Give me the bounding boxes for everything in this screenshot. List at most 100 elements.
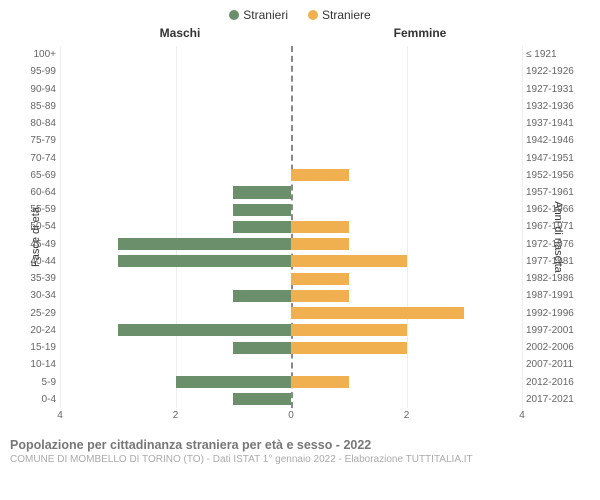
birth-year-label: 1932-1936 [526, 101, 584, 112]
legend: Stranieri Straniere [0, 0, 600, 26]
birth-year-label: 1927-1931 [526, 84, 584, 95]
birth-year-label: 1992-1996 [526, 308, 584, 319]
age-row: 20-241997-2001 [60, 322, 522, 339]
age-label: 75-79 [22, 135, 56, 146]
column-headers: Maschi Femmine [0, 26, 600, 40]
age-row: 0-42017-2021 [60, 391, 522, 408]
birth-year-label: 1922-1926 [526, 66, 584, 77]
birth-year-label: 1997-2001 [526, 325, 584, 336]
bar-female [291, 307, 464, 319]
birth-year-label: 1937-1941 [526, 118, 584, 129]
bar-male [233, 393, 291, 405]
bar-male [233, 186, 291, 198]
legend-item-male: Stranieri [229, 8, 288, 22]
age-label: 35-39 [22, 273, 56, 284]
age-row: 40-441977-1981 [60, 253, 522, 270]
chart-subtitle: COMUNE DI MOMBELLO DI TORINO (TO) - Dati… [10, 454, 590, 465]
age-row: 10-142007-2011 [60, 356, 522, 373]
x-tick: 4 [57, 410, 63, 421]
age-label: 45-49 [22, 239, 56, 250]
bar-female [291, 324, 407, 336]
bar-female [291, 238, 349, 250]
age-label: 25-29 [22, 308, 56, 319]
age-row: 90-941927-1931 [60, 80, 522, 97]
age-row: 95-991922-1926 [60, 63, 522, 80]
age-row: 100+≤ 1921 [60, 46, 522, 63]
bar-female [291, 221, 349, 233]
age-label: 30-34 [22, 290, 56, 301]
bar-female [291, 376, 349, 388]
age-label: 80-84 [22, 118, 56, 129]
bar-male [233, 290, 291, 302]
gridline [522, 46, 523, 408]
footer: Popolazione per cittadinanza straniera p… [0, 432, 600, 465]
x-tick: 2 [173, 410, 179, 421]
legend-label-female: Straniere [322, 8, 371, 22]
age-row: 45-491972-1976 [60, 236, 522, 253]
age-row: 60-641957-1961 [60, 184, 522, 201]
age-label: 100+ [22, 49, 56, 60]
age-label: 85-89 [22, 101, 56, 112]
age-row: 75-791942-1946 [60, 132, 522, 149]
bar-male [118, 255, 291, 267]
age-label: 5-9 [22, 377, 56, 388]
birth-year-label: 1987-1991 [526, 290, 584, 301]
age-label: 10-14 [22, 359, 56, 370]
legend-swatch-male [229, 10, 239, 20]
age-label: 50-54 [22, 221, 56, 232]
age-row: 25-291992-1996 [60, 305, 522, 322]
bar-female [291, 169, 349, 181]
age-row: 5-92012-2016 [60, 374, 522, 391]
age-row: 35-391982-1986 [60, 270, 522, 287]
age-row: 50-541967-1971 [60, 218, 522, 235]
birth-year-label: 2017-2021 [526, 394, 584, 405]
birth-year-label: 1952-1956 [526, 170, 584, 181]
bar-male [118, 238, 291, 250]
chart-rows: 100+≤ 192195-991922-192690-941927-193185… [60, 46, 522, 408]
bar-female [291, 290, 349, 302]
birth-year-label: 2007-2011 [526, 359, 584, 370]
bar-female [291, 255, 407, 267]
age-label: 0-4 [22, 394, 56, 405]
birth-year-label: 1947-1951 [526, 153, 584, 164]
birth-year-label: 1957-1961 [526, 187, 584, 198]
chart-title: Popolazione per cittadinanza straniera p… [10, 438, 590, 452]
birth-year-label: 1962-1966 [526, 204, 584, 215]
age-row: 70-741947-1951 [60, 149, 522, 166]
bar-female [291, 342, 407, 354]
birth-year-label: 1942-1946 [526, 135, 584, 146]
age-label: 20-24 [22, 325, 56, 336]
age-row: 65-691952-1956 [60, 167, 522, 184]
age-label: 55-59 [22, 204, 56, 215]
bar-male [176, 376, 292, 388]
birth-year-label: 1982-1986 [526, 273, 584, 284]
age-label: 60-64 [22, 187, 56, 198]
header-male: Maschi [60, 26, 300, 40]
age-label: 40-44 [22, 256, 56, 267]
legend-item-female: Straniere [308, 8, 371, 22]
age-row: 85-891932-1936 [60, 98, 522, 115]
chart-area: Fasce di età Anni di nascita 100+≤ 19219… [0, 42, 600, 432]
x-tick: 4 [519, 410, 525, 421]
age-row: 15-192002-2006 [60, 339, 522, 356]
birth-year-label: 2002-2006 [526, 342, 584, 353]
age-label: 15-19 [22, 342, 56, 353]
birth-year-label: 1967-1971 [526, 221, 584, 232]
legend-label-male: Stranieri [243, 8, 288, 22]
age-label: 70-74 [22, 153, 56, 164]
header-female: Femmine [300, 26, 540, 40]
age-label: 95-99 [22, 66, 56, 77]
age-row: 80-841937-1941 [60, 115, 522, 132]
x-tick: 2 [404, 410, 410, 421]
birth-year-label: 2012-2016 [526, 377, 584, 388]
birth-year-label: 1972-1976 [526, 239, 584, 250]
age-row: 55-591962-1966 [60, 201, 522, 218]
bar-male [233, 204, 291, 216]
birth-year-label: 1977-1981 [526, 256, 584, 267]
x-tick: 0 [288, 410, 294, 421]
bar-male [233, 221, 291, 233]
legend-swatch-female [308, 10, 318, 20]
bar-male [233, 342, 291, 354]
age-row: 30-341987-1991 [60, 287, 522, 304]
birth-year-label: ≤ 1921 [526, 49, 584, 60]
